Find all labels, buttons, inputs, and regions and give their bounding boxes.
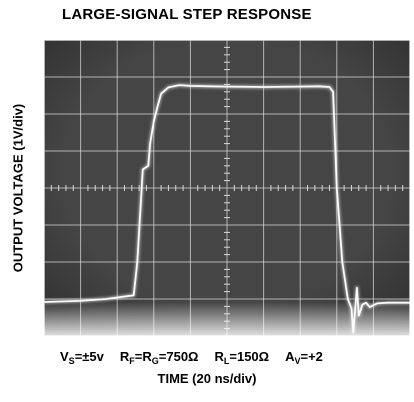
- test-conditions: VS =±5v RF=RG=750Ω RL=150Ω AV=+2: [60, 349, 323, 366]
- feedback-resistor-label: RF=RG=750Ω: [119, 349, 199, 366]
- load-resistor-label: RL=150Ω: [214, 349, 270, 366]
- scope-plot: [44, 40, 410, 336]
- x-axis-label: TIME (20 ns/div): [157, 371, 257, 386]
- supply-voltage-label: VS =±5v: [60, 349, 104, 366]
- y-axis-label-text: OUTPUT VOLTAGE (1V/div): [10, 103, 26, 273]
- graticule: [44, 40, 410, 336]
- chart-title: LARGE-SIGNAL STEP RESPONSE: [62, 6, 312, 23]
- gain-label: AV=+2: [285, 349, 323, 366]
- screen-bottom-glow: [44, 302, 410, 336]
- oscilloscope-screen: [44, 40, 410, 336]
